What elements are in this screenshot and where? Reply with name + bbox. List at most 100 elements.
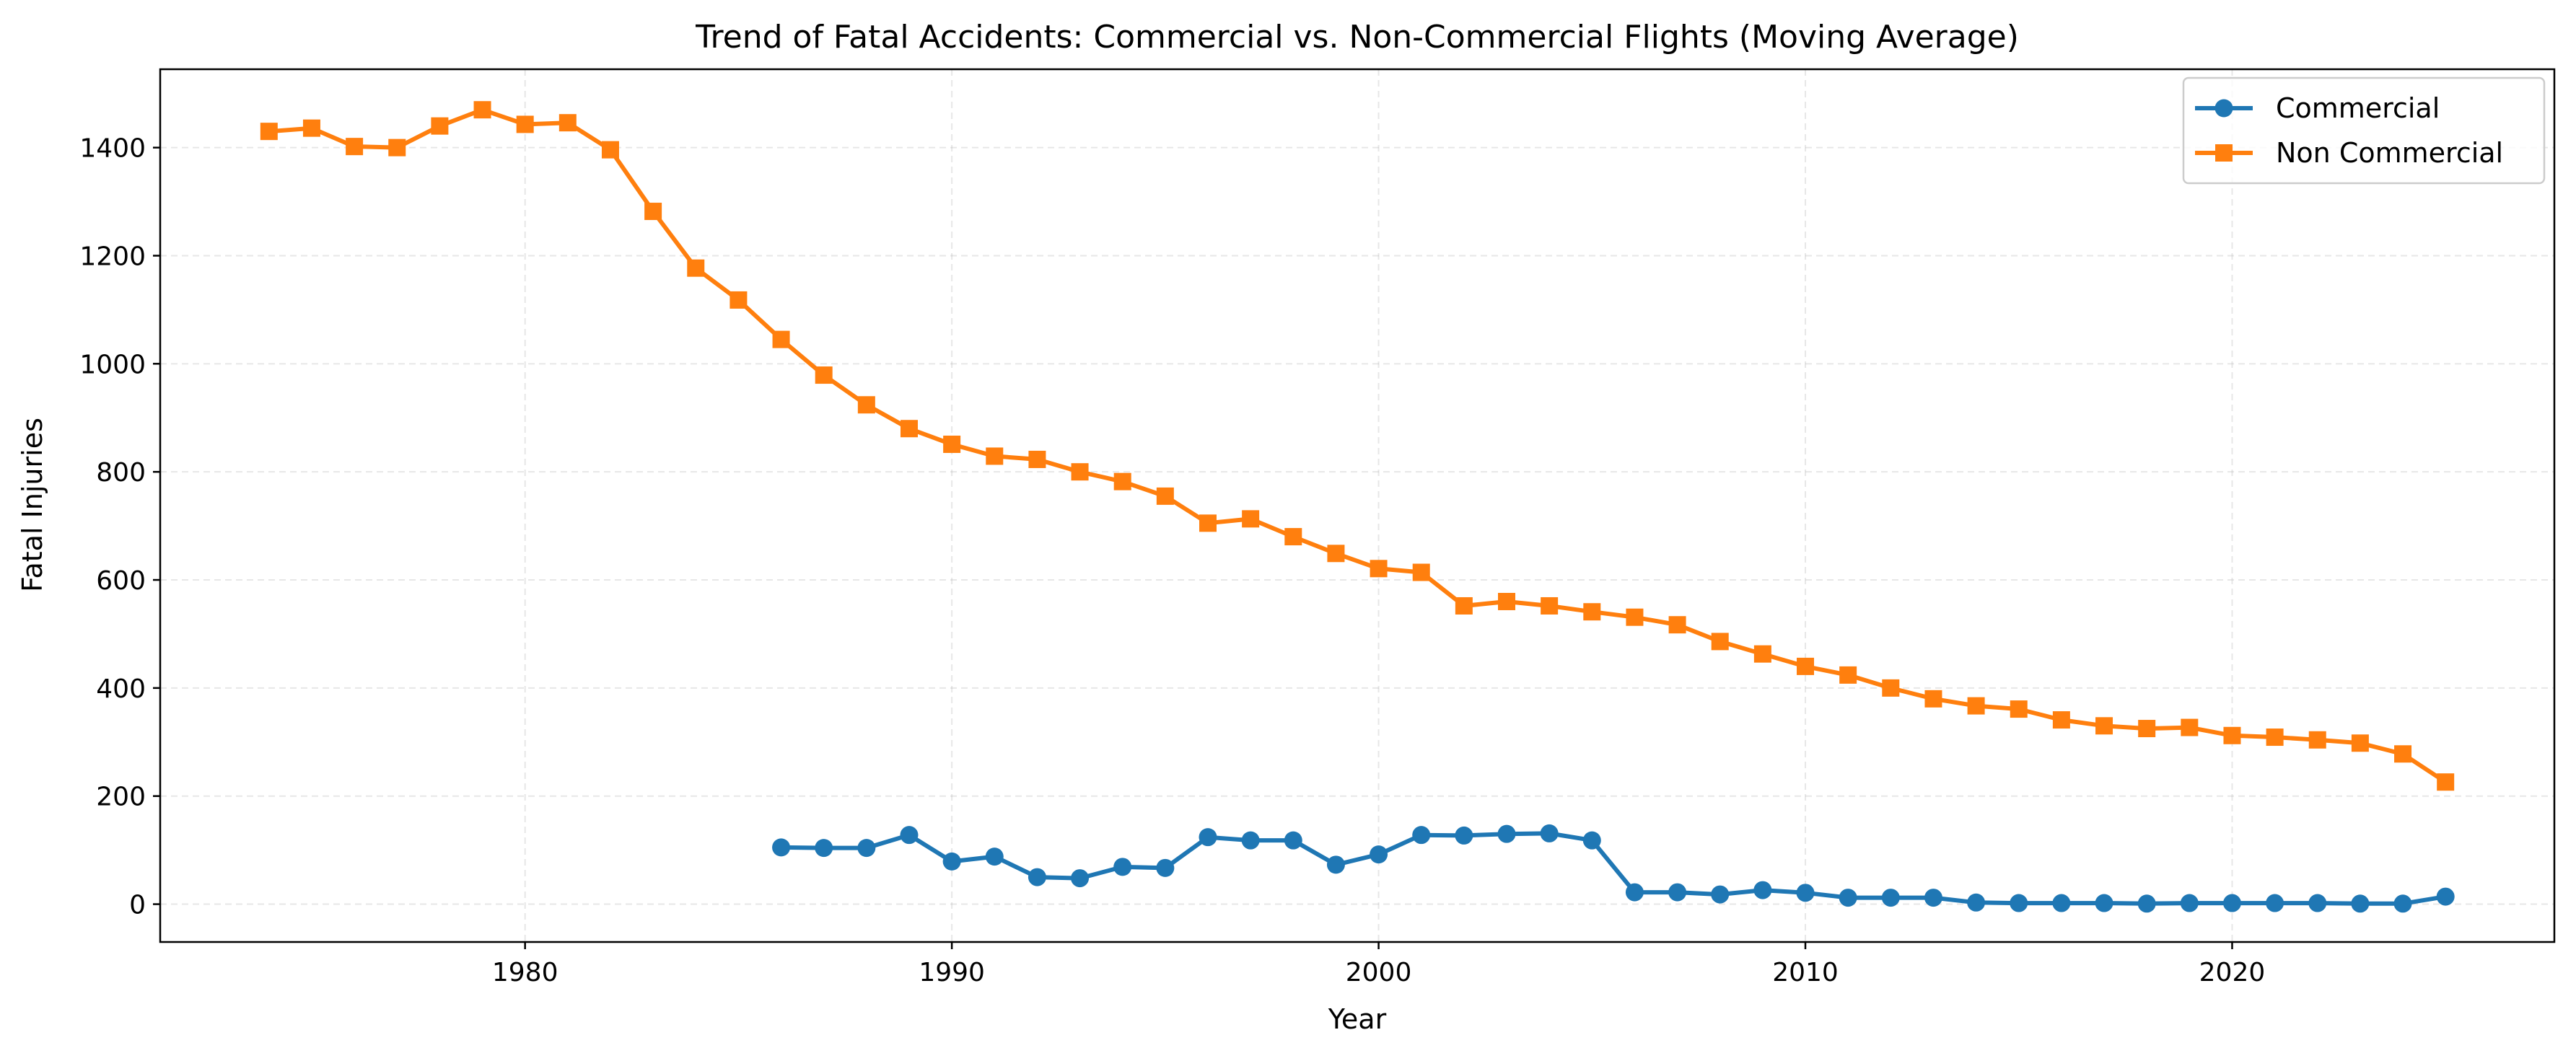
commercial-point (815, 839, 833, 858)
non-commercial-point (1156, 487, 1174, 505)
commercial-point (1113, 858, 1132, 876)
non-commercial-point (431, 117, 449, 135)
commercial-point (2052, 894, 2071, 912)
non-commercial-point (1284, 528, 1302, 546)
commercial-point (1967, 893, 1986, 912)
non-commercial-point (1924, 690, 1942, 708)
non-commercial-point (2394, 745, 2412, 763)
commercial-point (2393, 894, 2412, 913)
commercial-point (1796, 884, 1815, 902)
commercial-point (1284, 831, 1302, 850)
commercial-point (1199, 828, 1217, 847)
y-tick-label: 1400 (79, 134, 146, 164)
non-commercial-line (266, 107, 2448, 785)
non-commercial-point (302, 119, 320, 137)
non-commercial-point (1498, 592, 1516, 610)
y-tick-label: 400 (96, 674, 146, 704)
non-commercial-point (1882, 679, 1900, 697)
non-commercial-point (1797, 657, 1815, 675)
non-commercial-point (986, 447, 1004, 465)
non-commercial-point (388, 138, 406, 157)
non-commercial-series (260, 101, 2455, 791)
commercial-point (2222, 894, 2241, 912)
non-commercial-point (1626, 608, 1644, 626)
non-commercial-point (687, 259, 705, 277)
legend-item-non-commercial: Non Commercial (2195, 137, 2503, 169)
non-commercial-point (473, 101, 491, 119)
non-commercial-point (1583, 603, 1601, 621)
commercial-point (1924, 889, 1942, 907)
commercial-point (985, 848, 1004, 866)
commercial-point (857, 839, 876, 858)
non-commercial-point (2181, 718, 2199, 736)
non-commercial-point (900, 420, 918, 438)
x-tick-label: 2020 (2199, 958, 2266, 987)
non-commercial-point (1412, 563, 1430, 581)
commercial-point (1071, 869, 1090, 888)
non-commercial-point (1711, 633, 1729, 651)
commercial-point (900, 826, 919, 845)
x-tick-label: 1980 (492, 958, 558, 987)
non-commercial-point (2266, 728, 2284, 747)
non-commercial-point (1199, 514, 1217, 532)
commercial-point (2351, 894, 2370, 913)
non-commercial-point (1839, 666, 1857, 684)
commercial-point (2137, 894, 2156, 913)
commercial-point (942, 852, 961, 871)
grid (160, 69, 2554, 942)
legend-marker-non-commercial (2215, 144, 2233, 162)
non-commercial-point (1753, 645, 1771, 663)
commercial-point (1455, 826, 1473, 845)
legend-label-commercial: Commercial (2276, 92, 2440, 124)
non-commercial-point (2308, 731, 2326, 749)
non-commercial-point (1242, 510, 1260, 528)
y-tick-label: 1000 (79, 350, 146, 379)
commercial-point (2095, 894, 2113, 912)
commercial-point (2180, 894, 2199, 912)
non-commercial-point (2010, 700, 2028, 718)
commercial-point (1028, 868, 1046, 886)
non-commercial-point (2223, 726, 2241, 744)
non-commercial-point (1668, 616, 1686, 634)
legend-item-commercial: Commercial (2195, 92, 2440, 124)
non-commercial-point (260, 123, 278, 141)
y-axis-label: Fatal Injuries (17, 418, 48, 592)
commercial-point (2436, 887, 2455, 906)
commercial-point (1497, 824, 1516, 843)
commercial-point (2010, 894, 2028, 912)
legend-marker-commercial (2214, 99, 2233, 118)
commercial-point (2308, 894, 2327, 912)
x-tick-label: 1990 (919, 958, 985, 987)
series-layer (260, 101, 2455, 913)
non-commercial-point (857, 396, 875, 414)
commercial-point (2266, 894, 2284, 912)
x-tick-label: 2010 (1772, 958, 1839, 987)
y-tick-label: 0 (129, 891, 146, 920)
non-commercial-point (815, 366, 833, 384)
plot-frame (159, 68, 2556, 943)
commercial-point (1540, 824, 1559, 842)
legend-label-non-commercial: Non Commercial (2276, 137, 2503, 169)
y-tick-label: 600 (96, 566, 146, 596)
commercial-point (1326, 855, 1345, 874)
x-axis-label: Year (1328, 1003, 1387, 1035)
commercial-point (772, 838, 791, 857)
y-tick-label: 200 (96, 783, 146, 812)
non-commercial-point (346, 138, 364, 156)
non-commercial-point (558, 114, 577, 132)
non-commercial-point (2052, 711, 2070, 729)
commercial-point (1582, 831, 1601, 850)
commercial-point (1753, 881, 1772, 899)
non-commercial-point (772, 330, 790, 348)
commercial-point (1241, 831, 1260, 850)
non-commercial-point (1541, 596, 1559, 615)
non-commercial-point (1370, 560, 1388, 578)
non-commercial-point (2095, 717, 2113, 735)
non-commercial-point (1455, 596, 1473, 615)
commercial-line (779, 831, 2448, 906)
non-commercial-point (1327, 545, 1345, 563)
non-commercial-point (943, 435, 961, 453)
commercial-point (1625, 883, 1644, 902)
